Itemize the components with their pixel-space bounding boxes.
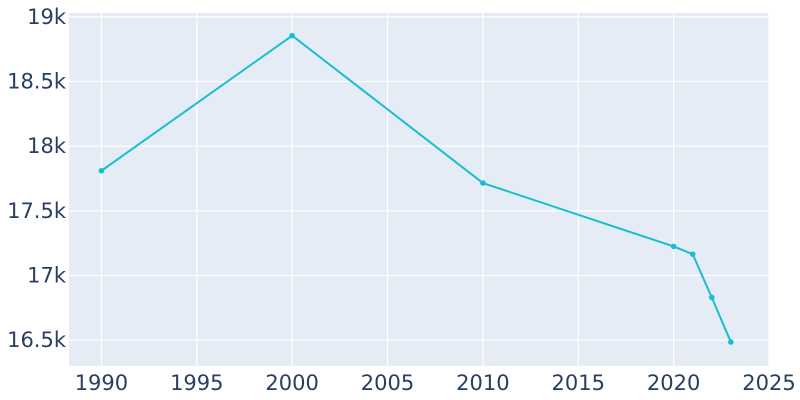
y-axis: 16.5k 17k 17.5k 18k 18.5k 19k (7, 5, 67, 352)
data-point[interactable] (289, 32, 295, 39)
x-tick-label: 2020 (647, 371, 700, 395)
x-axis: 1990 1995 2000 2005 2010 2015 2020 2025 (75, 371, 796, 395)
series-layer (98, 32, 734, 345)
x-tick-label: 1990 (75, 371, 128, 395)
y-tick-label: 18k (27, 134, 67, 158)
data-point[interactable] (670, 243, 677, 250)
y-tick-label: 17k (27, 263, 67, 287)
horizontal-gridlines (69, 16, 769, 341)
data-point[interactable] (728, 339, 734, 345)
x-tick-label: 2000 (265, 371, 318, 395)
x-tick-label: 2010 (456, 371, 509, 395)
y-tick-label: 17.5k (7, 199, 67, 223)
vertical-gridlines (100, 13, 770, 366)
y-tick-label: 16.5k (7, 328, 67, 352)
x-tick-label: 2015 (552, 371, 605, 395)
y-tick-label: 18.5k (7, 70, 67, 94)
data-point[interactable] (98, 167, 105, 174)
data-point[interactable] (708, 294, 715, 301)
y-tick-label: 19k (27, 5, 67, 29)
x-tick-label: 2005 (361, 371, 414, 395)
plot-area (69, 13, 769, 366)
x-tick-label: 1995 (170, 371, 223, 395)
data-point[interactable] (689, 251, 696, 257)
data-point[interactable] (480, 180, 486, 186)
x-tick-label: 2025 (742, 371, 795, 395)
